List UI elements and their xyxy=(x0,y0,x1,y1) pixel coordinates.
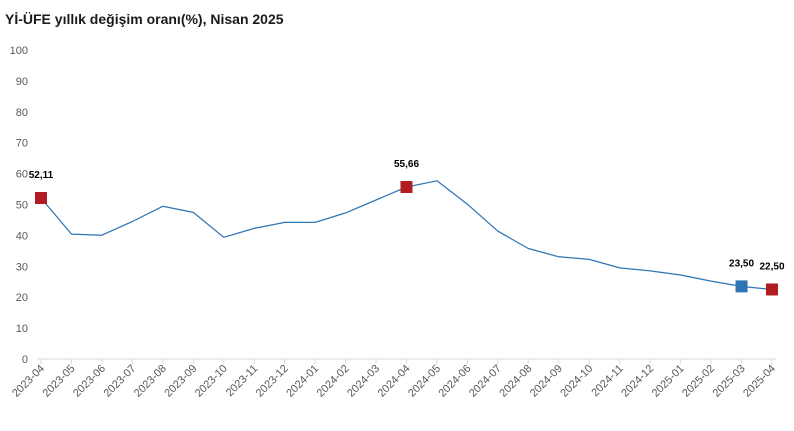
y-tick-label: 40 xyxy=(16,230,28,242)
y-tick-label: 80 xyxy=(16,107,28,119)
x-tick-label: 2025-01 xyxy=(650,363,687,400)
y-tick-label: 100 xyxy=(10,45,28,57)
x-tick-label: 2023-12 xyxy=(254,363,291,400)
x-tick-label: 2024-12 xyxy=(619,363,656,400)
x-tick-label: 2024-04 xyxy=(376,363,413,400)
data-point-marker xyxy=(35,191,47,204)
x-tick-label: 2025-02 xyxy=(680,363,717,400)
y-axis: 0 10 20 30 40 50 60 70 80 90 100 xyxy=(10,45,28,366)
x-tick-label: 2024-06 xyxy=(437,363,474,400)
x-tick-label: 2025-03 xyxy=(711,363,748,400)
x-axis: 2023-042023-052023-062023-072023-082023-… xyxy=(10,358,778,400)
x-tick-label: 2024-07 xyxy=(467,363,504,400)
x-tick-label: 2024-08 xyxy=(497,363,534,400)
x-tick-label: 2024-02 xyxy=(315,363,352,400)
x-tick-label: 2023-07 xyxy=(101,363,138,400)
data-label: 22,50 xyxy=(759,261,784,272)
data-point-marker xyxy=(766,283,778,296)
y-tick-label: 50 xyxy=(16,200,28,212)
x-tick-label: 2024-03 xyxy=(345,363,382,400)
x-tick-label: 2023-05 xyxy=(41,363,78,400)
data-label: 23,50 xyxy=(729,258,754,269)
x-tick-label: 2023-08 xyxy=(132,363,169,400)
x-tick-label: 2024-09 xyxy=(528,363,565,400)
x-tick-label: 2023-04 xyxy=(10,363,47,400)
y-tick-label: 60 xyxy=(16,169,28,181)
x-tick-label: 2023-06 xyxy=(71,363,108,400)
data-point-marker xyxy=(400,181,413,194)
x-tick-label: 2024-10 xyxy=(558,363,595,400)
markers-layer: 52,11 55,66 23,50 22,50 xyxy=(29,159,785,296)
y-tick-label: 70 xyxy=(16,138,28,150)
x-tick-label: 2023-10 xyxy=(193,363,230,400)
x-tick-label: 2023-09 xyxy=(162,363,199,400)
y-tick-label: 20 xyxy=(16,292,28,304)
y-tick-label: 30 xyxy=(16,261,28,273)
data-label: 52,11 xyxy=(29,170,54,181)
y-tick-label: 0 xyxy=(22,354,28,366)
data-point-marker xyxy=(735,280,748,293)
data-label: 55,66 xyxy=(394,159,419,170)
y-tick-label: 10 xyxy=(16,323,28,335)
x-tick-label: 2024-05 xyxy=(406,363,443,400)
chart-title: Yİ-ÜFE yıllık değişim oranı(%), Nisan 20… xyxy=(5,11,284,27)
x-tick-label: 2025-04 xyxy=(741,363,778,400)
x-tick-label: 2024-01 xyxy=(284,363,321,400)
series-layer xyxy=(40,180,773,291)
series-line xyxy=(40,180,773,291)
y-tick-label: 90 xyxy=(16,76,28,88)
